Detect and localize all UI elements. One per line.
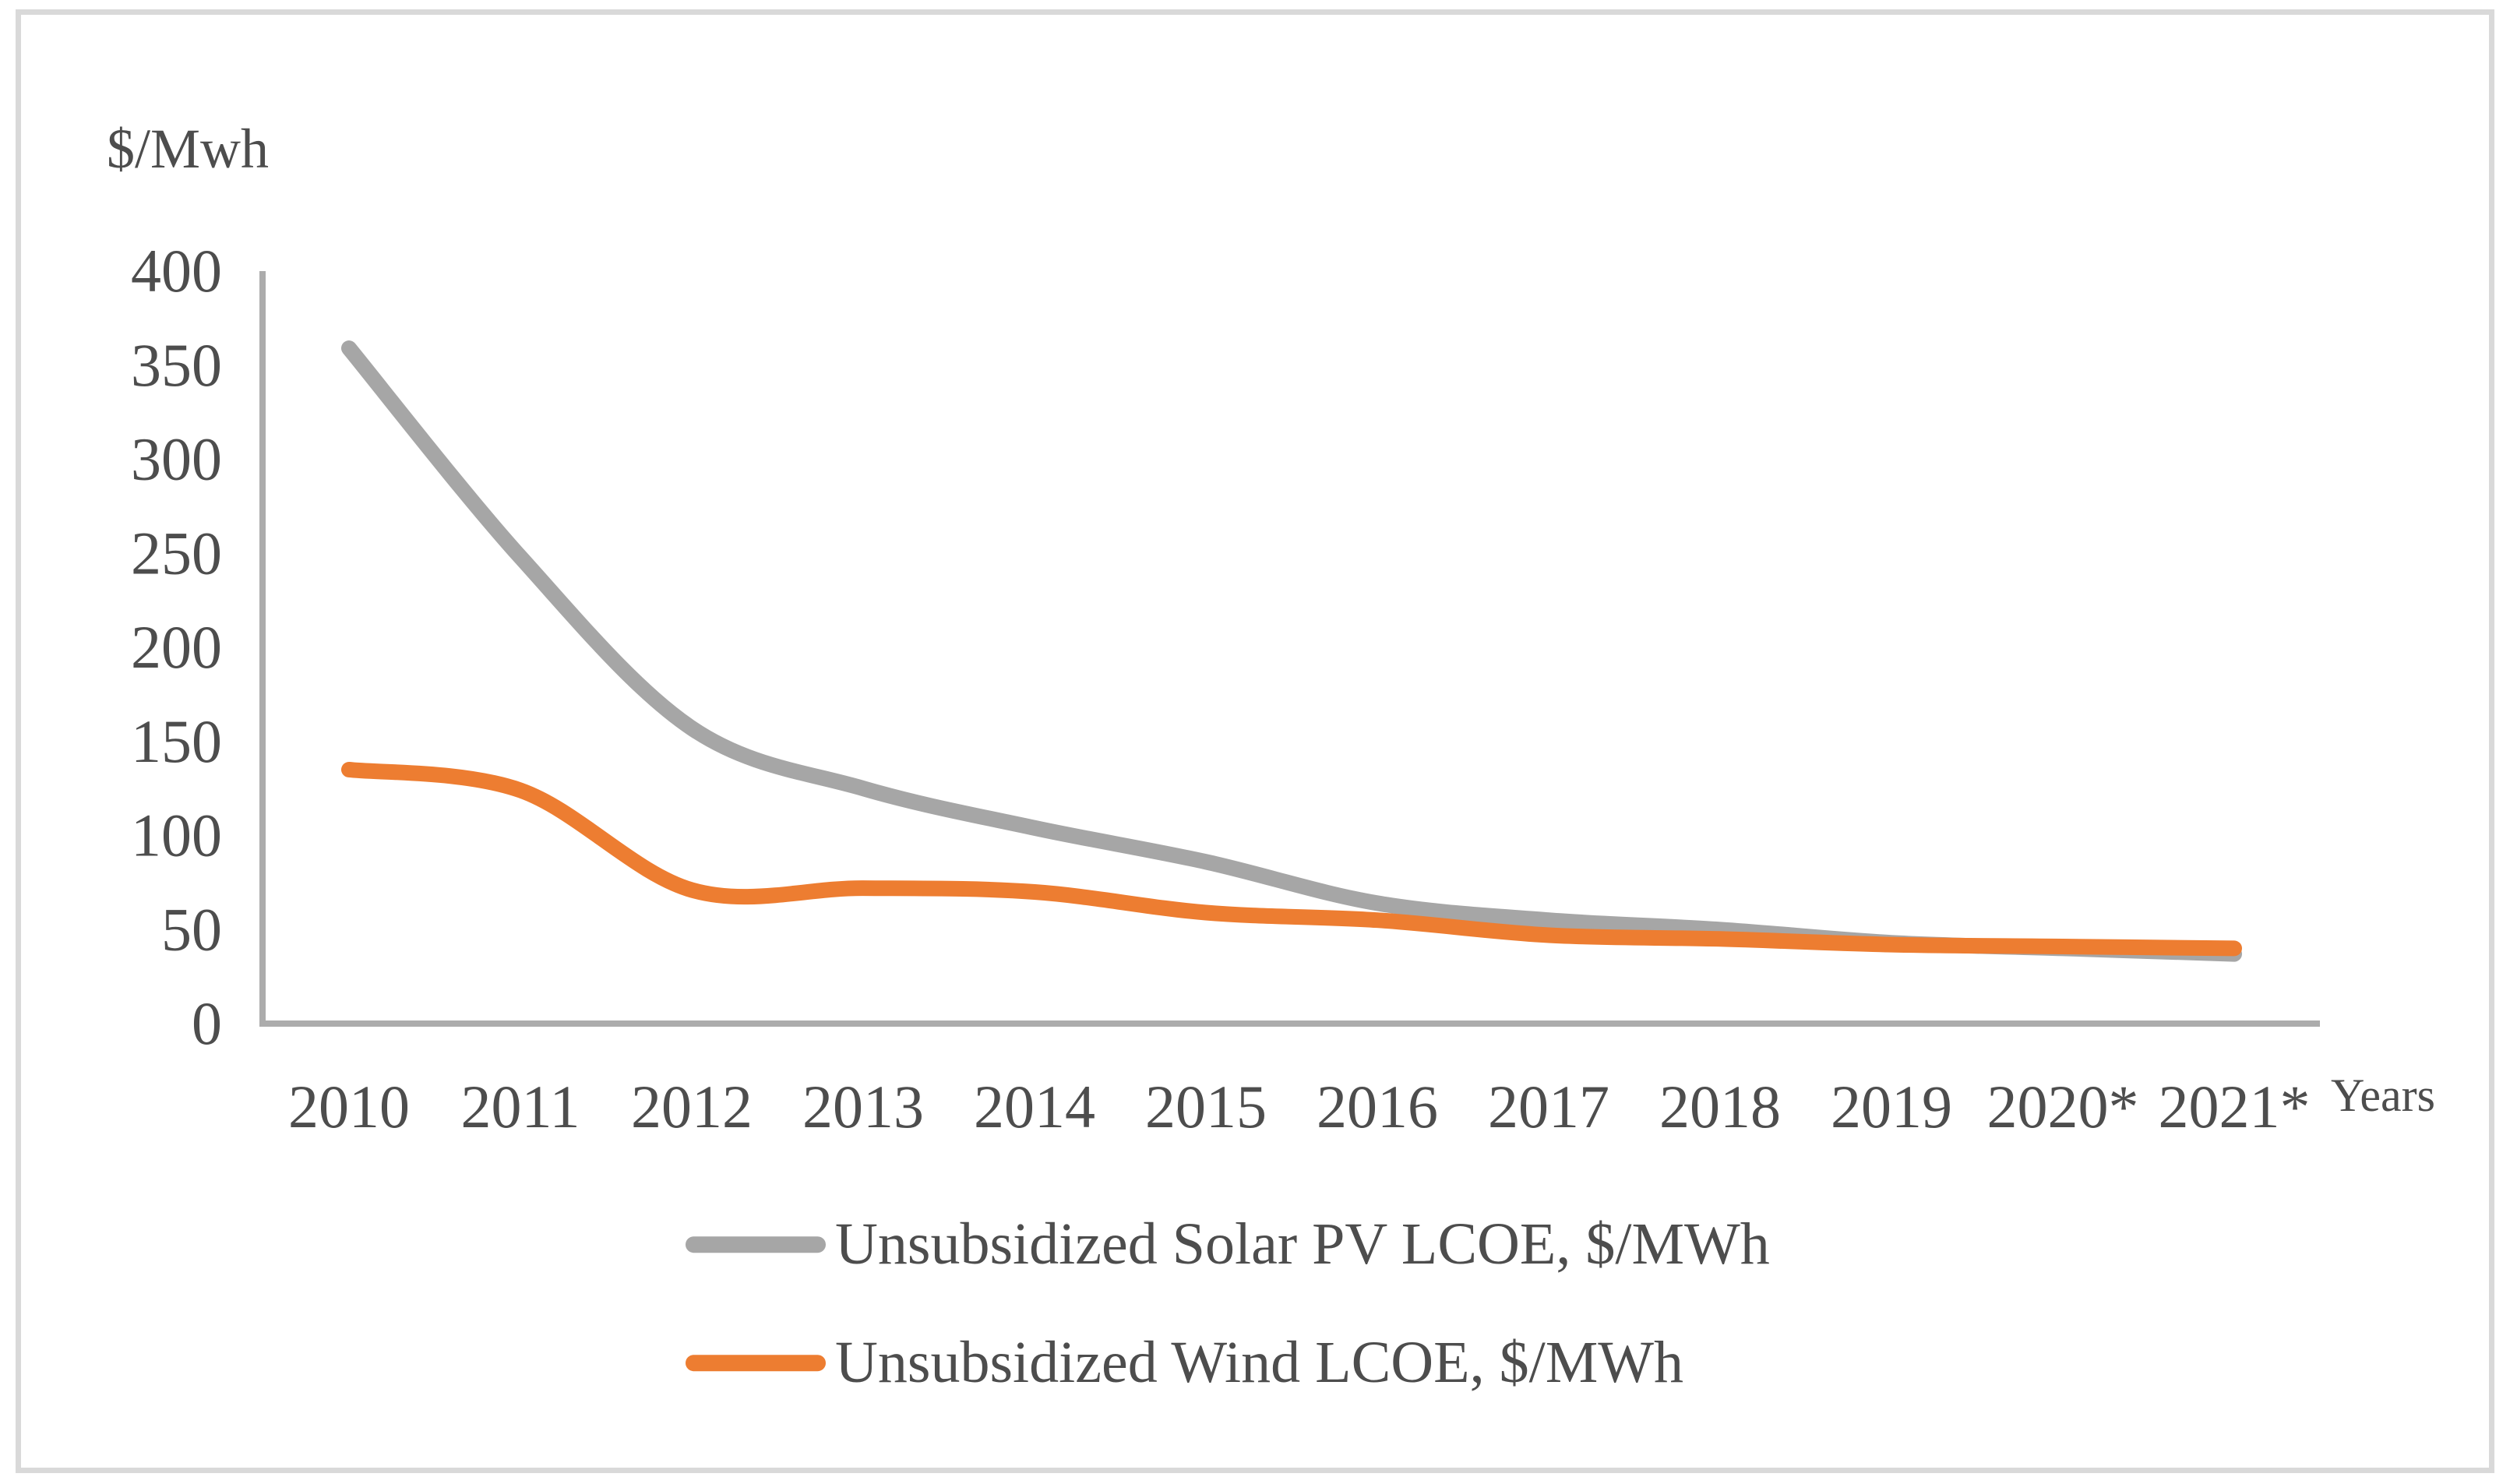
y-tick-label: 200 bbox=[131, 613, 222, 681]
y-axis-title: $/Mwh bbox=[107, 118, 270, 180]
y-tick-label: 50 bbox=[161, 895, 222, 963]
y-tick-label: 400 bbox=[131, 237, 222, 305]
y-tick-label: 0 bbox=[192, 989, 222, 1057]
x-tick-label: 2021* bbox=[2159, 1073, 2311, 1140]
x-tick-label: 2017 bbox=[1488, 1073, 1609, 1140]
x-tick-label: 2013 bbox=[802, 1073, 924, 1140]
y-tick-label: 350 bbox=[131, 331, 222, 399]
y-tick-label: 300 bbox=[131, 425, 222, 493]
x-tick-label: 2014 bbox=[974, 1073, 1095, 1140]
x-tick-label: 2011 bbox=[460, 1073, 580, 1140]
x-axis-title: Years bbox=[2331, 1070, 2435, 1121]
x-tick-label: 2016 bbox=[1317, 1073, 1438, 1140]
wind-line bbox=[341, 761, 2242, 957]
x-tick-label: 2018 bbox=[1659, 1073, 1781, 1140]
axis-line bbox=[259, 271, 2320, 1027]
y-tick-label: 100 bbox=[131, 802, 222, 869]
x-tick-label: 2012 bbox=[631, 1073, 753, 1140]
x-tick-label: 2010 bbox=[288, 1073, 410, 1140]
y-tick-label: 250 bbox=[131, 519, 222, 587]
x-tick-label: 2020* bbox=[1987, 1073, 2139, 1140]
x-tick-label: 2015 bbox=[1145, 1073, 1267, 1140]
x-tick-label: 2019 bbox=[1831, 1073, 1952, 1140]
y-tick-label: 150 bbox=[131, 707, 222, 775]
